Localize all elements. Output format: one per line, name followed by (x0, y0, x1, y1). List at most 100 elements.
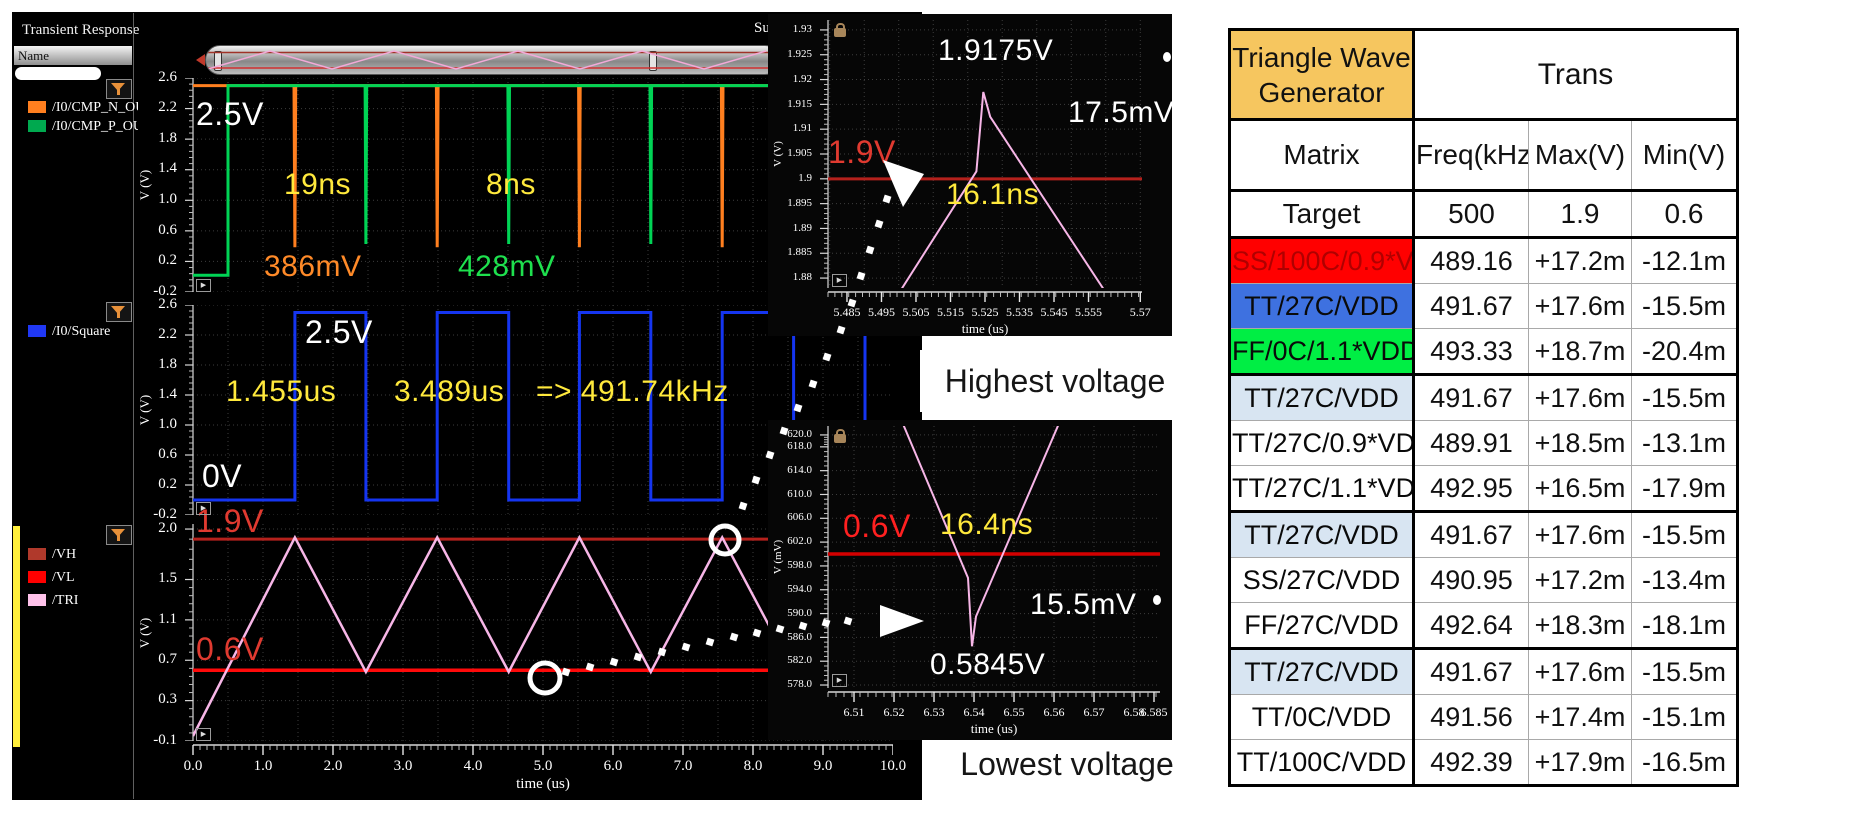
slider-handle[interactable] (214, 51, 222, 71)
y-tick-label: 1.1 (158, 610, 177, 627)
x-tick-label: 10.0 (879, 758, 907, 774)
annotation-text: 386mV (264, 250, 362, 283)
table-row: FF/0C/1.1*VDD 493.33 +18.7m -20.4m (1229, 328, 1738, 376)
x-tick-label: 5.57 (1129, 305, 1151, 319)
legend-item--i0-square[interactable]: /I0/Square (28, 324, 132, 340)
play-marker-icon[interactable]: ▶ (196, 728, 211, 741)
annotation-text: 0.5845V (930, 648, 1046, 681)
corner-label-cell: FF/27C/VDD (1229, 602, 1415, 650)
column-header-cell: Min(V) (1631, 119, 1738, 192)
play-marker-icon[interactable]: ▶ (196, 502, 211, 515)
signal-color-swatch (28, 101, 46, 113)
legend-item--tri[interactable]: /TRI (28, 593, 132, 609)
max-cell: +18.7m (1528, 328, 1632, 376)
legend-item--i0-cmp-n-out[interactable]: /I0/CMP_N_OUT (28, 100, 138, 116)
corner-label-cell: TT/27C/VDD (1229, 283, 1415, 329)
filter-funnel-button[interactable] (106, 302, 132, 322)
play-marker-icon[interactable]: ▶ (832, 674, 847, 687)
horizontal-zoom-slider[interactable] (205, 45, 780, 75)
filter-funnel-button[interactable] (106, 525, 132, 545)
max-cell: +17.4m (1528, 694, 1632, 740)
table-row: TT/27C/VDD 491.67 +17.6m -15.5m (1229, 648, 1738, 695)
play-marker-icon[interactable]: ▶ (832, 274, 847, 287)
freq-cell: 492.95 (1413, 465, 1529, 513)
corner-label-cell: FF/0C/1.1*VDD (1229, 328, 1415, 376)
column-header-cell: Matrix (1229, 119, 1415, 192)
sidebar-divider (133, 13, 134, 799)
x-axis-label: time (us) (970, 721, 1018, 736)
max-cell: +16.5m (1528, 465, 1632, 513)
legend-item--vh[interactable]: /VH (28, 547, 132, 563)
table-row: TT/100C/VDD 492.39 +17.9m -16.5m (1229, 739, 1738, 786)
x-tick-label: 0.0 (183, 758, 203, 774)
x-tick-label: 6.585 (1140, 705, 1168, 719)
y-tick-label: 1.885 (787, 246, 812, 259)
min-cell: -13.1m (1631, 420, 1738, 466)
y-tick-label: 1.88 (792, 271, 812, 284)
min-cell: -15.5m (1631, 374, 1738, 421)
max-cell: +17.6m (1528, 511, 1632, 558)
min-cell: -18.1m (1631, 602, 1738, 650)
y-tick-label: 0.2 (158, 475, 177, 492)
signal-color-swatch (28, 594, 46, 606)
corner-label-cell: TT/27C/0.9*VDD (1229, 420, 1415, 466)
trace--tri (902, 426, 1059, 647)
annotation-text: 1.9175V (938, 34, 1054, 67)
max-cell: +18.5m (1528, 420, 1632, 466)
y-tick-label: 1.915 (787, 97, 812, 110)
max-cell: +17.9m (1528, 739, 1632, 786)
x-tick-label: 5.515 (936, 305, 964, 319)
annotation-text: 17.5mV (1068, 96, 1175, 129)
target-value-cell: 500 (1413, 190, 1529, 239)
y-tick-label: 610.0 (787, 487, 812, 500)
y-tick-label: 1.4 (158, 385, 177, 402)
column-header-cell: Max(V) (1528, 119, 1632, 192)
x-tick-label: 6.51 (843, 705, 865, 719)
max-cell: +17.2m (1528, 237, 1632, 284)
corner-label-cell: TT/0C/VDD (1229, 694, 1415, 740)
x-tick-label: 6.56 (1043, 705, 1065, 719)
slider-left-arrow-icon[interactable] (196, 54, 205, 66)
play-marker-icon[interactable]: ▶ (196, 279, 211, 292)
signal-color-swatch (28, 571, 46, 583)
freq-cell: 489.16 (1413, 237, 1529, 284)
legend-item--vl[interactable]: /VL (28, 570, 132, 586)
corner-label-cell: TT/27C/1.1*VDD (1229, 465, 1415, 513)
filter-funnel-button[interactable] (106, 79, 132, 99)
annotation-text: 8ns (486, 168, 536, 201)
annotation-text: 1.9V (828, 134, 896, 170)
table-row: SS/27C/VDD 490.95 +17.2m -13.4m (1229, 557, 1738, 603)
signal-name-column-header: Name (14, 46, 132, 65)
signal-filter-input[interactable] (15, 67, 101, 80)
signal-color-swatch (28, 325, 46, 337)
caption-highest-voltage: Highest voltage (920, 350, 1190, 412)
min-cell: -13.4m (1631, 557, 1738, 603)
y-tick-label: 1.4 (158, 160, 177, 177)
y-tick-label: 0.3 (158, 691, 177, 708)
x-tick-label: 6.0 (603, 758, 623, 774)
trace--tri (901, 91, 1104, 288)
legend-item--i0-cmp-p-out[interactable]: /I0/CMP_P_OUT (28, 119, 138, 135)
freq-cell: 489.91 (1413, 420, 1529, 466)
table-row: SS/100C/0.9*VDD489.16+17.2m-12.1m (1229, 237, 1738, 284)
max-cell: +18.3m (1528, 602, 1632, 650)
slider-handle[interactable] (649, 51, 657, 71)
y-tick-label: 1.905 (787, 147, 812, 160)
y-tick-label: 1.91 (792, 122, 812, 135)
corner-label-cell: SS/27C/VDD (1229, 557, 1415, 603)
target-row: Target 500 1.9 0.6 (1229, 190, 1738, 239)
annotation-text: 1.9V (196, 503, 264, 539)
x-tick-label: 5.485 (833, 305, 861, 319)
lock-icon (834, 23, 846, 37)
y-axis-label: V (V) (137, 617, 152, 648)
corner-label-cell: TT/27C/VDD (1229, 648, 1415, 695)
y-tick-label: 1.9 (798, 171, 812, 184)
y-axis-label: V (V) (772, 141, 784, 167)
signal-label: /VH (52, 547, 77, 562)
table-row: TT/27C/VDD 491.67 +17.6m -15.5m (1229, 374, 1738, 421)
corner-label-cell: TT/100C/VDD (1229, 739, 1415, 786)
annotation-text: 15.5mV (1030, 588, 1137, 621)
min-cell: -20.4m (1631, 328, 1738, 376)
table-header-row: Triangle Wave Generator Trans (1229, 29, 1738, 121)
max-cell: +17.6m (1528, 648, 1632, 695)
